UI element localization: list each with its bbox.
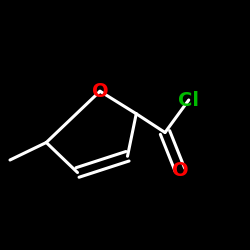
Text: O: O bbox=[92, 82, 108, 101]
Text: O: O bbox=[172, 160, 188, 180]
Text: Cl: Cl bbox=[178, 90, 199, 110]
